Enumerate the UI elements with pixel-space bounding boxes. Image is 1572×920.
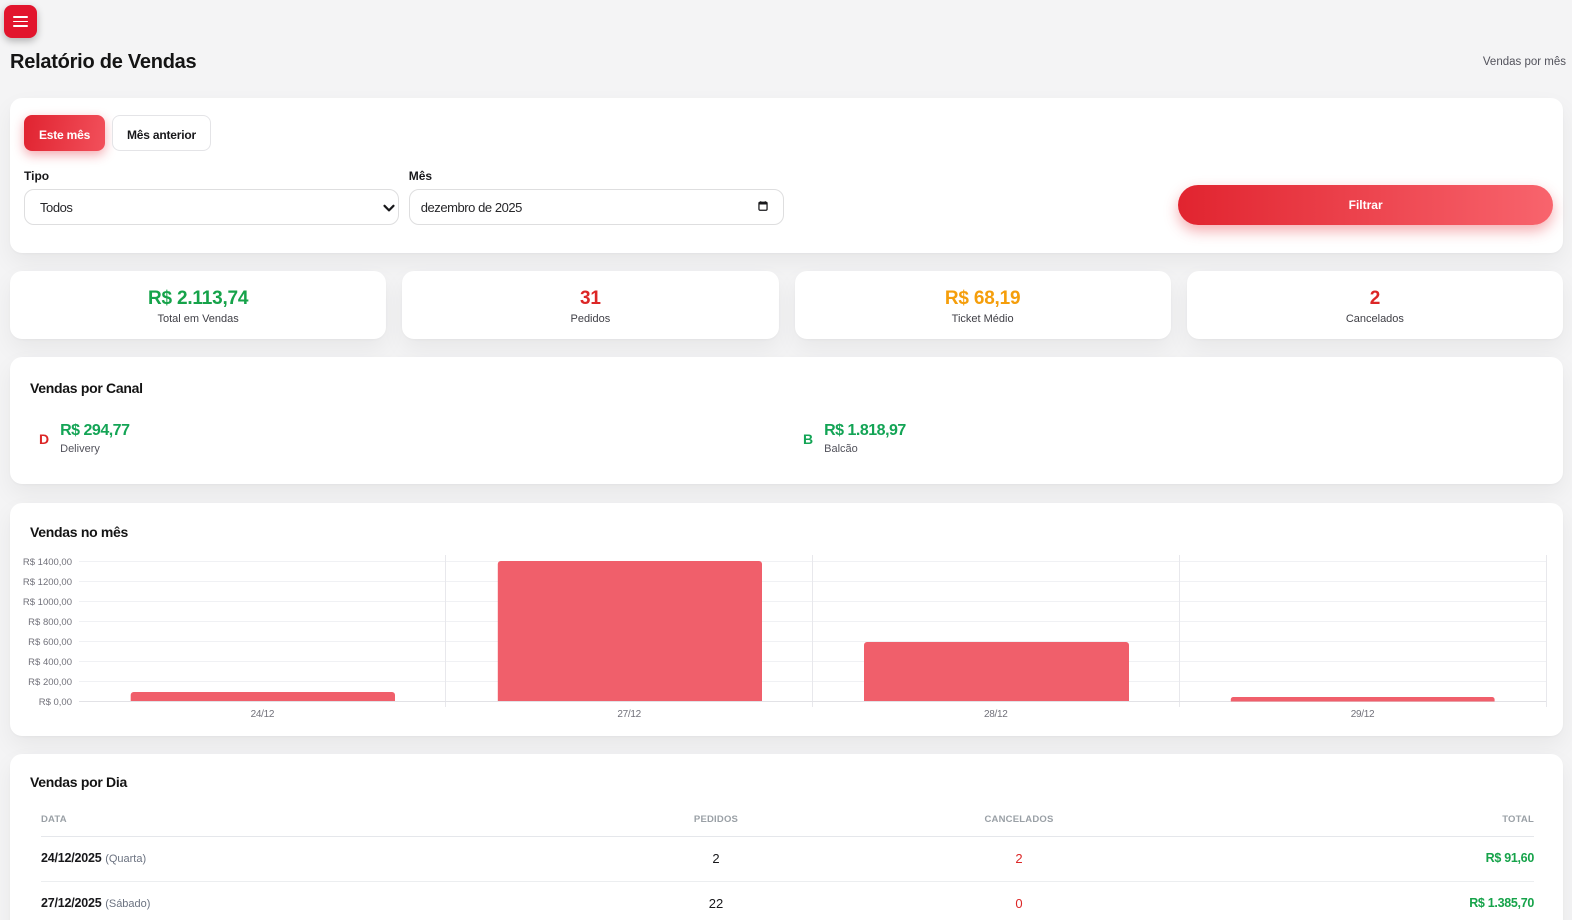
svg-text:R$ 1400,00: R$ 1400,00 (23, 557, 72, 568)
svg-text:R$ 400,00: R$ 400,00 (28, 657, 72, 668)
svg-text:R$ 800,00: R$ 800,00 (28, 617, 72, 628)
svg-text:29/12: 29/12 (1351, 709, 1375, 720)
svg-text:R$ 1200,00: R$ 1200,00 (23, 577, 72, 588)
svg-text:24/12: 24/12 (251, 709, 275, 720)
svg-text:R$ 0,00: R$ 0,00 (39, 697, 72, 708)
svg-text:R$ 1000,00: R$ 1000,00 (23, 597, 72, 608)
svg-text:R$ 600,00: R$ 600,00 (28, 637, 72, 648)
svg-text:R$ 200,00: R$ 200,00 (28, 677, 72, 688)
svg-text:27/12: 27/12 (617, 709, 641, 720)
svg-text:28/12: 28/12 (984, 709, 1008, 720)
